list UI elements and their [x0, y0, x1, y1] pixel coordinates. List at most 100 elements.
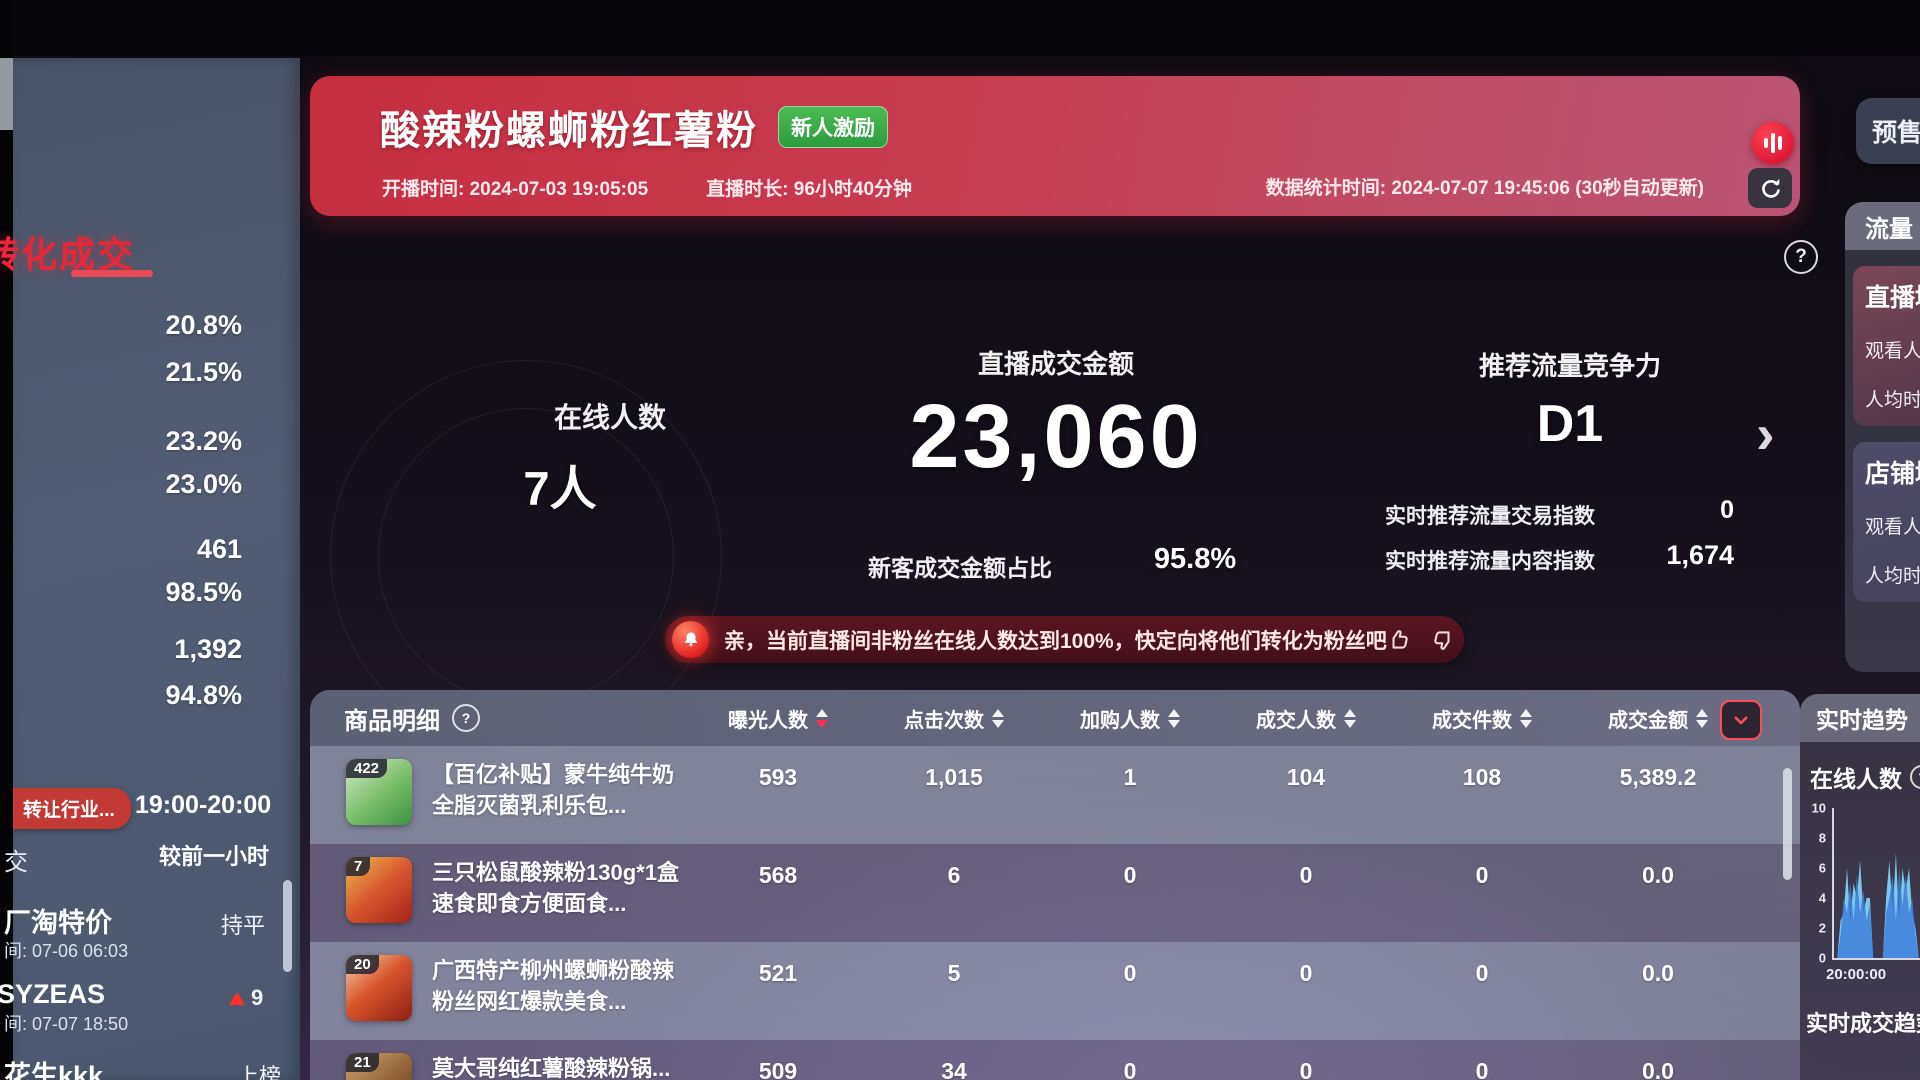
- column-header-amount[interactable]: 成交金额: [1570, 704, 1746, 733]
- table-row[interactable]: 20 广西特产柳州螺蛳粉酸辣粉丝网红爆款美食... 521 5 0 0 0 0.…: [310, 942, 1800, 1040]
- chart-bars-icon[interactable]: [1752, 122, 1794, 164]
- column-header-clicks[interactable]: 点击次数: [866, 704, 1042, 733]
- chevron-down-icon: [1734, 716, 1748, 725]
- cell-buyers: 0: [1299, 1058, 1313, 1080]
- refresh-button[interactable]: [1748, 168, 1792, 208]
- cell-cart: 1: [1123, 764, 1137, 790]
- cell-clicks: 5: [947, 960, 961, 986]
- rank-row-name[interactable]: SYZEAS: [0, 979, 106, 1009]
- cell-buyers: 104: [1286, 764, 1326, 790]
- start-time-label: 开播时间: 2024-07-03 19:05:05: [382, 179, 649, 200]
- sidebar-metric: 21.5%: [165, 357, 242, 387]
- rank-time-range: 19:00-20:00: [135, 791, 272, 819]
- column-header-units[interactable]: 成交件数: [1394, 704, 1570, 733]
- cell-clicks: 6: [947, 862, 961, 888]
- table-title: 商品明细: [344, 707, 440, 735]
- live-domain-duration-label: 人均时长: [1865, 390, 1920, 411]
- live-domain-viewers-label: 观看人数: [1865, 341, 1920, 362]
- rank-row-name[interactable]: 厂淘特价: [4, 908, 112, 938]
- column-header-buyers[interactable]: 成交人数: [1218, 704, 1394, 733]
- cell-amount: 5,389.2: [1619, 764, 1697, 790]
- cell-clicks: 34: [941, 1058, 967, 1080]
- thumbs-down-icon[interactable]: [1429, 627, 1455, 653]
- sort-carets: [1696, 708, 1708, 728]
- bell-icon: [672, 621, 709, 658]
- rank-row-time: 间: 07-07 18:50: [4, 1014, 129, 1034]
- cell-amount: 0.0: [1642, 1058, 1674, 1080]
- column-header-exposure[interactable]: 曝光人数: [690, 704, 866, 733]
- product-thumbnail: 422: [346, 759, 412, 825]
- online-count-label: 在线人数: [553, 402, 666, 433]
- trade-index-label: 实时推荐流量交易指数: [1385, 505, 1595, 528]
- product-name: 三只松鼠酸辣粉130g*1盒速食即食方便面食...: [432, 860, 679, 916]
- rank-partial-text: 交: [4, 849, 28, 876]
- cell-exposure: 568: [758, 862, 798, 888]
- product-name: 莫大哥纯红薯酸辣粉锅...: [432, 1056, 671, 1080]
- screen-bezel-top: [0, 0, 1920, 56]
- product-name: 【百亿补贴】蒙牛纯牛奶全脂灭菌乳利乐包...: [432, 762, 675, 818]
- traffic-grade-value: D1: [1536, 395, 1604, 453]
- sort-carets: [992, 708, 1004, 728]
- live-room-header: 酸辣粉螺蛳粉红薯粉 新人激励 开播时间: 2024-07-03 19:05:05…: [310, 76, 1800, 216]
- tab-traffic[interactable]: 流量: [1845, 202, 1920, 250]
- content-index-value: 1,674: [1666, 540, 1734, 570]
- table-row[interactable]: 7 三只松鼠酸辣粉130g*1盒速食即食方便面食... 568 6 0 0 0 …: [310, 844, 1800, 942]
- cell-cart: 0: [1123, 1058, 1137, 1080]
- thumbs-up-icon[interactable]: [1387, 627, 1413, 653]
- cell-exposure: 509: [758, 1058, 798, 1080]
- cell-units: 0: [1475, 1058, 1489, 1080]
- table-row[interactable]: 422 【百亿补贴】蒙牛纯牛奶全脂灭菌乳利乐包... 593 1,015 1 1…: [310, 746, 1800, 844]
- product-thumbnail: 20: [346, 955, 412, 1021]
- new-customer-ratio-label: 新客成交金额占比: [868, 555, 1052, 581]
- live-domain-card: 直播域 观看人数 人均时长: [1853, 266, 1920, 426]
- cell-amount: 0.0: [1642, 960, 1674, 986]
- rank-row-name[interactable]: 花生kkk: [4, 1061, 104, 1080]
- refresh-icon: [1762, 178, 1780, 198]
- cell-exposure: 593: [758, 764, 798, 790]
- table-help-icon[interactable]: ?: [452, 704, 480, 732]
- sidebar-metric: 461: [196, 534, 242, 564]
- sidebar-metric: 20.8%: [165, 310, 242, 340]
- chart-x-label: 20:00:00: [1826, 966, 1887, 983]
- trade-index-value: 0: [1720, 496, 1734, 524]
- product-badge: 20: [346, 955, 379, 974]
- new-customer-ratio-value: 95.8%: [1153, 543, 1237, 575]
- collapse-table-button[interactable]: [1720, 700, 1762, 740]
- industry-badge[interactable]: 转让行业...: [13, 788, 131, 829]
- gmv-trend-title: 实时成交趋势: [1806, 1011, 1920, 1036]
- rank-column-note: 较前一小时: [159, 844, 270, 869]
- sidebar-metric: 94.8%: [165, 680, 242, 710]
- shop-domain-viewers-label: 观看人数: [1865, 517, 1920, 538]
- sort-carets: [816, 708, 828, 728]
- cell-units: 108: [1462, 764, 1502, 790]
- cell-units: 0: [1475, 862, 1489, 888]
- product-badge: 21: [346, 1053, 379, 1072]
- chevron-right-icon[interactable]: ›: [1756, 402, 1775, 465]
- cell-clicks: 1,015: [925, 764, 983, 790]
- sort-carets: [1344, 708, 1356, 728]
- help-icon[interactable]: ?: [1784, 240, 1818, 274]
- table-scrollbar[interactable]: [1783, 768, 1792, 880]
- sidebar-metric: 1,392: [174, 634, 242, 664]
- sidebar-metric: 98.5%: [165, 577, 242, 607]
- rank-row-trend-listed: 上榜: [237, 1064, 282, 1080]
- chart-y-axis: 0 2 4 6 8 10: [1811, 800, 1826, 966]
- product-badge: 7: [346, 857, 371, 876]
- column-header-cart[interactable]: 加购人数: [1042, 704, 1218, 733]
- presale-button[interactable]: 预售: [1856, 98, 1920, 164]
- tab-conversion[interactable]: 转化成交: [0, 234, 136, 275]
- left-sidebar: 转化成交 20.8% 21.5% 23.2% 23.0% 461 98.5% 1…: [0, 58, 300, 1080]
- table-row[interactable]: 21 莫大哥纯红薯酸辣粉锅... 509 34 0 0 0 0.0: [310, 1040, 1800, 1080]
- tab-realtime-trend[interactable]: 实时趋势: [1800, 694, 1920, 742]
- shop-domain-title: 店铺域: [1865, 460, 1920, 488]
- sidebar-scrollbar[interactable]: [283, 880, 292, 972]
- rank-up-icon: [229, 992, 245, 1005]
- product-name: 广西特产柳州螺蛳粉酸辣粉丝网红爆款美食...: [432, 958, 675, 1014]
- online-chart-help-icon[interactable]: ?: [1910, 765, 1920, 789]
- traffic-panel: 流量 直播域 观看人数 人均时长 店铺域 观看人数 人均时长: [1845, 202, 1920, 672]
- notification-banner: 亲，当前直播间非粉丝在线人数达到100%，快定向将他们转化为粉丝吧: [665, 616, 1464, 663]
- product-badge: 422: [346, 759, 388, 778]
- rank-row-trend-flat: 持平: [221, 913, 266, 938]
- stats-time-label: 数据统计时间: 2024-07-07 19:45:06 (30秒自动更新): [1265, 178, 1704, 199]
- shop-domain-card: 店铺域 观看人数 人均时长: [1853, 442, 1920, 602]
